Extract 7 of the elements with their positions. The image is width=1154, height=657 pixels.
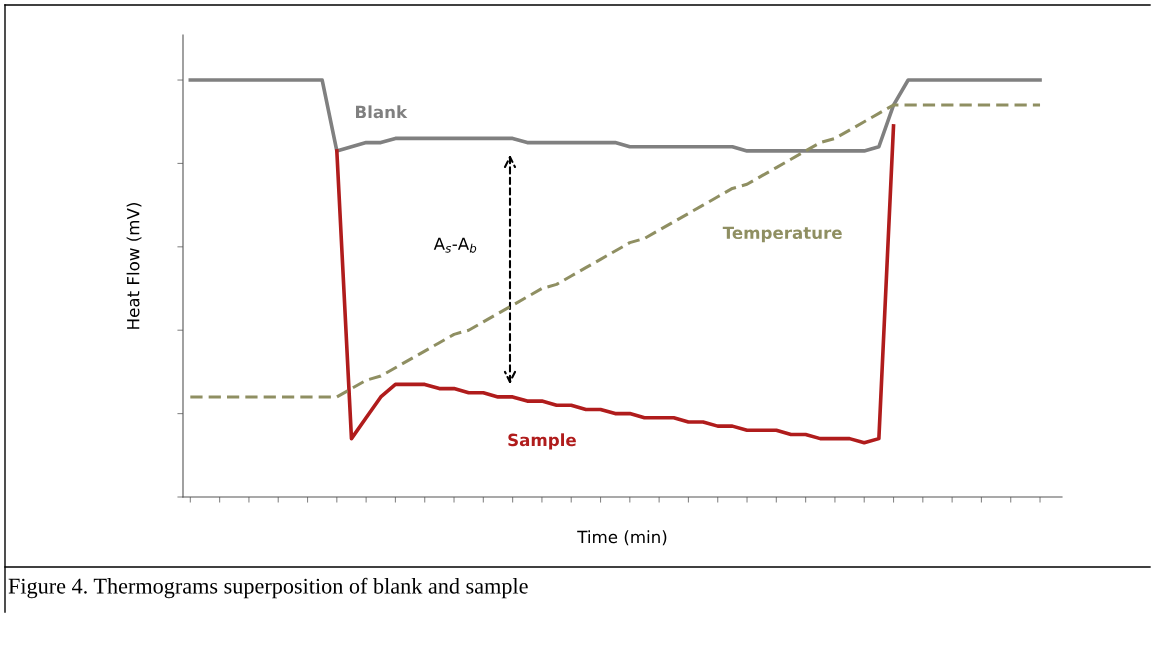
y-axis-title: Heat Flow (mV) — [126, 203, 142, 329]
series-label: Blank — [356, 105, 408, 119]
annotation: A$_{s}$-A$_{b}$ — [433, 237, 477, 253]
series-label: Temperature — [722, 226, 842, 243]
caption: Figure 4. Thermograms superposition of blank and sample — [8, 577, 528, 599]
series-label: Sample — [508, 433, 576, 450]
x-axis-title: Time (min) — [577, 530, 667, 546]
